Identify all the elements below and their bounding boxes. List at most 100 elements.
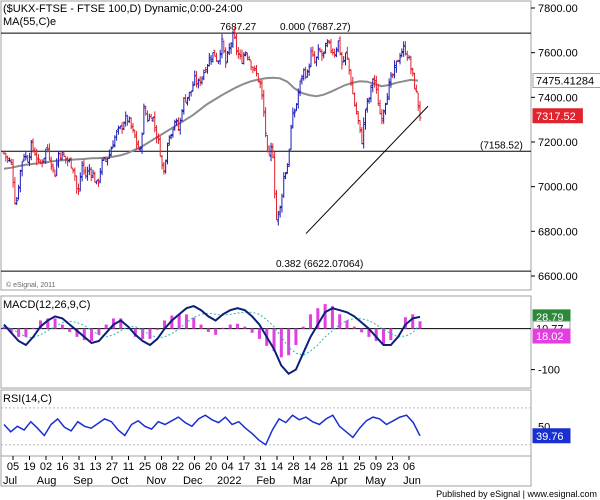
time-day-label: 31 <box>73 461 85 473</box>
macd-histogram-bar <box>53 318 57 329</box>
macd-tick-label: -100 <box>538 365 560 377</box>
macd-histogram-bar <box>243 326 247 329</box>
macd-histogram-bar <box>338 314 342 329</box>
macd-histogram-bar <box>236 323 240 329</box>
price-tick-label: 7400.00 <box>538 92 578 104</box>
macd-histogram-bar <box>90 328 94 341</box>
price-bars <box>2 26 422 226</box>
price-value-tags: 7475.41284 7317.52 <box>532 72 600 124</box>
time-day-label: 27 <box>106 461 118 473</box>
rsi-line <box>3 414 421 446</box>
last-price-tag: 7317.52 <box>536 111 576 123</box>
time-day-label: 02 <box>40 461 52 473</box>
trendline <box>305 105 429 234</box>
macd-histogram-bar <box>382 328 386 345</box>
time-month-label: May <box>365 475 386 487</box>
price-axis: 7800.00 7600.00 7400.00 7200.00 7000.00 6800.… <box>531 3 578 283</box>
price-tick-label: 7000.00 <box>538 182 578 194</box>
macd-histogram-bar <box>214 328 218 335</box>
macd-panel-frame <box>0 295 532 389</box>
macd-histogram-bar <box>250 328 254 333</box>
macd-histogram-bar <box>119 318 123 329</box>
macd-histogram-bar <box>9 328 13 333</box>
time-day-label: 28 <box>320 461 332 473</box>
histogram-value-tag-box <box>532 328 571 344</box>
macd-histogram-bar <box>294 328 298 346</box>
time-month-label: Mar <box>293 475 312 487</box>
price-tick-label: 6600.00 <box>538 271 578 283</box>
fib-zero-label: 0.000 (7687.27) <box>280 22 351 33</box>
rsi-value-tags: 39.76 <box>532 428 571 444</box>
time-day-label: 14 <box>271 461 283 473</box>
last-price-tag-box <box>532 108 583 124</box>
macd-histogram-bar <box>60 324 64 329</box>
time-day-label: 19 <box>23 461 35 473</box>
rsi-plot <box>3 414 421 446</box>
price-tick-label: 6800.00 <box>538 226 578 238</box>
peak-price-label: 7687.27 <box>220 22 257 33</box>
macd-histogram-bar <box>97 328 101 335</box>
time-month-label: Sep <box>73 475 93 487</box>
time-month-label: Feb <box>256 475 275 487</box>
time-day-label: 04 <box>221 461 233 473</box>
macd-histogram-bar <box>345 320 349 329</box>
macd-histogram-bar <box>170 315 174 329</box>
macd-histogram-bar <box>192 317 196 329</box>
time-month-label: 2022 <box>217 475 241 487</box>
moving-average-line <box>3 76 419 170</box>
macd-histogram-bar <box>82 328 86 341</box>
fib-382-label: 0.382 (6622.07064) <box>276 259 363 270</box>
macd-histogram-bar <box>17 328 21 337</box>
moving-average <box>3 76 419 170</box>
macd-histogram-bar <box>316 308 320 329</box>
price-tick-label: 7800.00 <box>538 3 578 15</box>
time-month-label: Dec <box>183 475 203 487</box>
macd-histogram-bar <box>177 314 181 329</box>
macd-histogram-bar <box>389 328 393 341</box>
macd-histogram-bar <box>228 324 232 329</box>
macd-value-tags: 28.7910.7718.02 <box>532 309 571 344</box>
time-day-label: 11 <box>337 461 348 473</box>
macd-histogram-bar <box>411 314 415 329</box>
time-axis-frame <box>0 455 532 487</box>
time-day-label: 11 <box>123 461 134 473</box>
time-month-label: Jul <box>3 475 17 487</box>
time-day-label: 28 <box>287 461 299 473</box>
macd-histogram-bar <box>68 328 72 332</box>
macd-line <box>3 305 421 375</box>
histogram-value-tag: 18.02 <box>536 331 564 343</box>
time-day-label: 16 <box>56 461 68 473</box>
support-level-label: (7158.52) <box>480 140 523 151</box>
macd-histogram-bar <box>221 327 225 329</box>
time-day-label: 06 <box>188 461 200 473</box>
time-day-label: 25 <box>139 461 151 473</box>
time-day-label: 08 <box>155 461 167 473</box>
macd-histogram-bar <box>367 328 371 337</box>
time-day-label: 05 <box>7 461 19 473</box>
price-horizontal-levels: 7687.27 0.000 (7687.27) (7158.52) 0.382 (66… <box>1 22 531 272</box>
macd-histogram-bar <box>352 326 356 329</box>
rsi-value-tag: 39.76 <box>536 431 564 443</box>
macd-histogram-bar <box>31 327 35 329</box>
time-day-label: 23 <box>386 461 398 473</box>
macd-histogram-bar <box>46 318 50 329</box>
time-day-label: 31 <box>254 461 266 473</box>
macd-histogram-bar <box>287 328 291 356</box>
rsi-title: RSI(14,C) <box>3 393 52 405</box>
macd-histogram-bar <box>206 328 210 332</box>
time-month-label: Jun <box>403 475 421 487</box>
time-axis: 05 19 02 16 31 13 27 11 25 08 22 06 20 04 17 31 14 28 14 28… <box>3 456 421 487</box>
time-day-label: 14 <box>304 461 316 473</box>
macd-histogram-bar <box>272 328 276 352</box>
macd-histogram-bar <box>2 326 6 329</box>
macd-histogram-bar <box>163 320 167 329</box>
time-month-label: Apr <box>330 475 347 487</box>
ma-value-tag-box <box>532 72 600 88</box>
macd-title: MACD(12,26,9,C) <box>3 299 90 311</box>
symbol-title: ($UKX-FTSE - FTSE 100,D) Dynamic,0:00-24… <box>3 3 243 15</box>
macd-histogram-bar <box>360 328 364 333</box>
time-day-label: 20 <box>205 461 217 473</box>
macd-histogram-bar <box>133 328 137 337</box>
macd-histogram-bar <box>374 328 378 341</box>
